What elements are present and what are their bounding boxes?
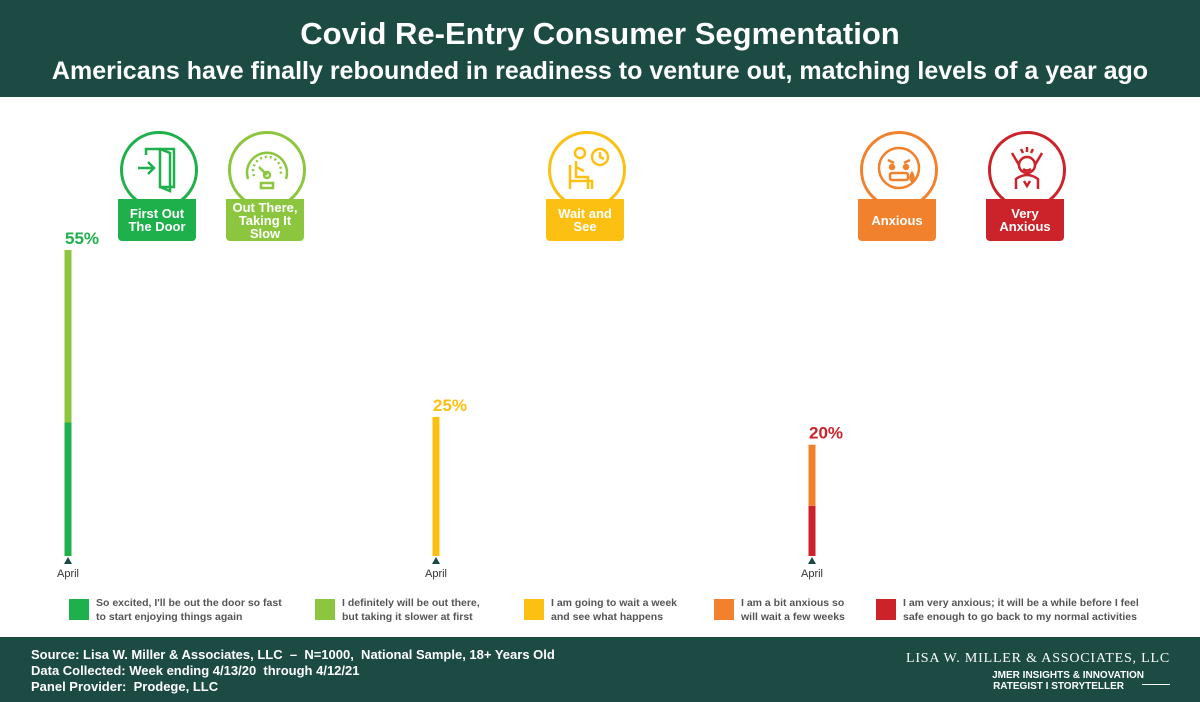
segment-wait-and-see: Wait and See [546,131,626,241]
brand-logo: LISA W. MILLER & ASSOCIATES, LLC JMER IN… [906,651,1170,692]
brand-tagline-1: JMER INSIGHTS & INNOVATION [992,670,1144,681]
bar-total-label: 25% [433,396,467,415]
header-banner: Covid Re-Entry Consumer Segmentation Ame… [0,0,1200,97]
waiting-person-clock-icon [568,146,610,189]
legend-text: I am going to wait a week and see what h… [551,597,678,623]
page-subtitle: Americans have finally rebounded in read… [51,57,1149,85]
source-line: Source: Lisa W. Miller & Associates, LLC… [31,647,555,662]
x-axis-label: April [57,568,79,580]
speedometer-icon [245,151,289,190]
segment-icon-frame [548,131,626,209]
legend-swatch [315,599,335,620]
segment-anxious: Anxious [858,131,938,241]
segmentation-bar-chart: 55% April 25% April 20% April [57,229,843,580]
data-collected-line: Data Collected: Week ending 4/13/20 thro… [31,663,360,678]
bar-segment [432,416,440,556]
source-notes: Source: Lisa W. Miller & Associates, LLC… [31,647,555,695]
screaming-person-icon [1010,147,1044,189]
axis-marker-triangle [64,557,72,564]
anxious-face-icon [877,146,921,190]
brand-rule [1142,684,1170,685]
bar-segment [64,422,72,556]
brand-name: LISA W. MILLER & ASSOCIATES, LLC [905,651,1170,666]
panel-provider-line: Panel Provider: Prodege, LLC [31,679,219,694]
legend-text: I definitely will be out there, but taki… [342,597,480,623]
x-axis-label: April [425,568,447,580]
bar-segment [808,444,816,506]
segment-taking-it-slow: Out There, Taking It Slow [226,131,306,241]
legend-swatch [69,599,89,620]
legend-text: I am a bit anxious so will wait a few we… [741,597,845,623]
page-title: Covid Re-Entry Consumer Segmentation [300,16,900,51]
door-exit-icon [138,147,176,193]
segment-label: Out There, Taking It Slow [226,199,304,241]
brand-tagline-2: RATEGIST I STORYTELLER [993,681,1124,692]
segment-label: First Out The Door [118,199,196,241]
segment-label: Wait and See [546,199,624,241]
legend-swatch [524,599,544,620]
x-axis-label: April [801,568,823,580]
segment-icon-frame [860,131,938,209]
segment-icon-frame [120,131,198,209]
bar-total-label: 20% [809,424,843,443]
segment-label: Anxious [858,199,936,241]
segment-label: Very Anxious [986,199,1064,241]
legend-text: So excited, I'll be out the door so fast… [96,597,282,623]
bar-segment [64,250,72,423]
legend-text: I am very anxious; it will be a while be… [903,597,1139,623]
segment-very-anxious: Very Anxious [986,131,1066,241]
axis-marker-triangle [808,557,816,564]
bar-segment [808,505,816,556]
bar-total-label: 55% [65,229,99,248]
legend-swatch [714,599,734,620]
legend-swatch [876,599,896,620]
segment-icon-frame [988,131,1066,209]
footer-banner: Source: Lisa W. Miller & Associates, LLC… [0,637,1200,702]
axis-marker-triangle [432,557,440,564]
segment-first-out: First Out The Door [118,131,198,241]
